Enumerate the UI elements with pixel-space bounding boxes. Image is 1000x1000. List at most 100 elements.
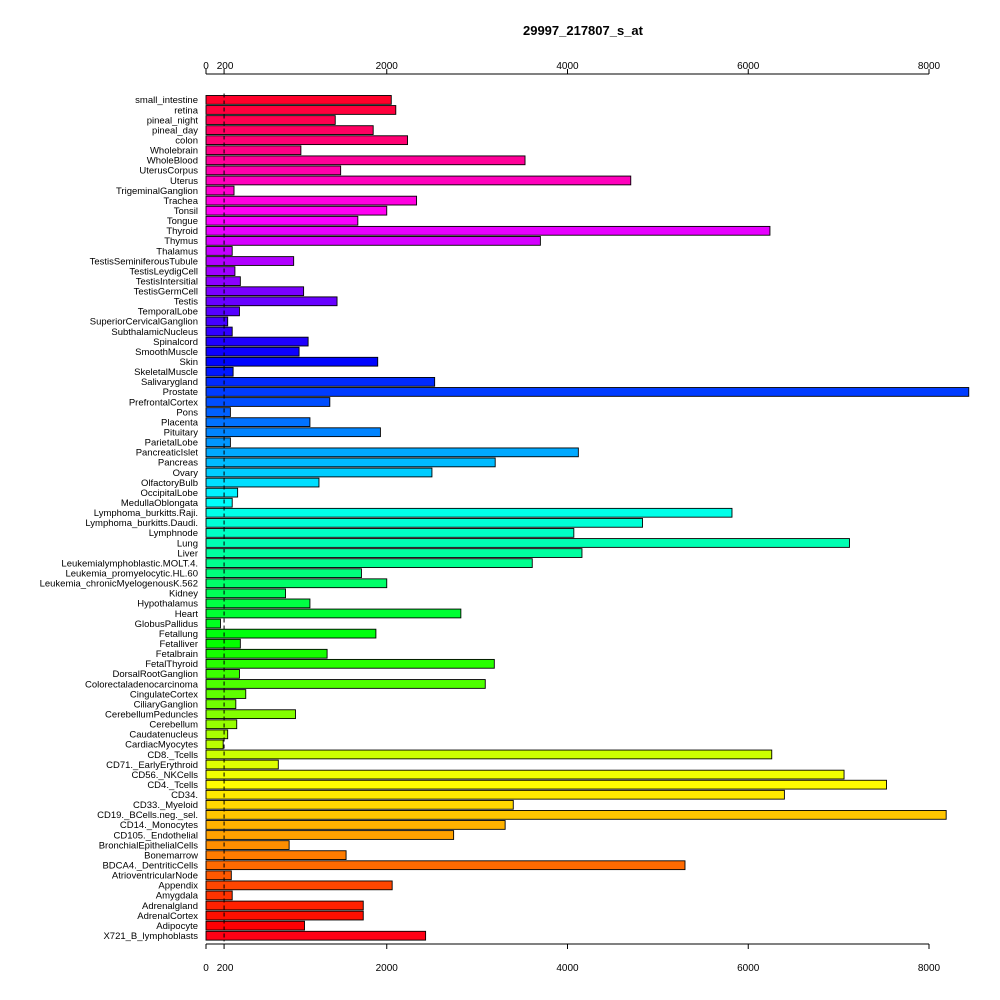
category-label: Colorectaladenocarcinoma (85, 679, 199, 690)
category-label: Amygdala (156, 891, 199, 902)
bar-BronchialEpithelialCells (205, 840, 290, 850)
x-tick-label: 8000 (918, 61, 941, 72)
bar-OccipitalLobe (205, 487, 239, 498)
bar-Colorectaladenocarcinoma (205, 679, 486, 689)
bar-Thyroid (205, 225, 771, 236)
category-label: Kidney (169, 589, 198, 600)
category-label: Lymphoma_burkitts.Raji. (94, 508, 198, 519)
category-label: pineal_night (147, 115, 199, 126)
category-label: TemporalLobe (138, 307, 198, 318)
bar-Testis (205, 296, 338, 307)
bar-DorsalRootGanglion (205, 669, 240, 679)
bar-colon (205, 135, 408, 146)
category-label: TestisGermCell (134, 287, 198, 298)
category-label: CardiacMyocytes (125, 740, 198, 751)
category-label: Testis (174, 297, 199, 308)
bar-SmoothMuscle (205, 346, 300, 357)
bar-SuperiorCervicalGanglion (205, 316, 229, 327)
bottom-x-axis: 0 200 2000 4000 6000 8000 (203, 943, 941, 974)
bar-Fetalliver (205, 638, 241, 649)
category-labels: small_intestineretinapineal_nightpineal_… (40, 95, 199, 942)
category-label: Uterus (170, 176, 198, 187)
bar-PancreaticIslet (205, 447, 579, 458)
bar-Fetallung (205, 628, 377, 639)
bar-small_intestine (205, 95, 392, 105)
category-label: Tonsil (174, 206, 198, 217)
bar-ParietalLobe (205, 437, 231, 448)
category-label: Thalamus (156, 246, 198, 257)
category-label: Wholebrain (150, 146, 198, 157)
category-label: Lymphoma_burkitts.Daudi. (85, 518, 198, 529)
category-label: AtrioventricularNode (112, 871, 198, 882)
category-label: Cerebellum (149, 720, 198, 731)
category-label: Skin (180, 357, 198, 368)
bar-Thalamus (205, 246, 233, 256)
bar-Lymphoma_burkitts.Raji. (205, 507, 733, 518)
category-label: SkeletalMuscle (134, 367, 198, 378)
category-label: Heart (175, 609, 199, 620)
bar-Leukemialymphoblastic.MOLT.4. (205, 558, 533, 568)
category-label: SuperiorCervicalGanglion (90, 317, 198, 328)
bar-CD19._BCells.neg._sel. (205, 810, 947, 820)
bar-UterusCorpus (205, 165, 342, 176)
bar-Heart (205, 608, 462, 619)
bar-Lung (205, 538, 850, 548)
bar-CardiacMyocytes (205, 739, 224, 750)
category-label: X721_B_lymphoblasts (103, 931, 198, 942)
category-label: Pituitary (164, 428, 199, 439)
bar-Thymus (205, 236, 541, 246)
x-tick-label: 2000 (376, 61, 399, 72)
category-label: FetalThyroid (145, 659, 198, 670)
bar-SkeletalMuscle (205, 366, 234, 377)
category-label: TrigeminalGanglion (116, 186, 198, 197)
bar-Placenta (205, 417, 311, 427)
bar-Appendix (205, 880, 393, 891)
bar-Liver (205, 548, 583, 558)
x-tick-label: 8000 (918, 963, 941, 974)
category-label: TestisSeminiferousTubule (90, 256, 198, 267)
bar-BDCA4._DentriticCells (205, 860, 686, 871)
category-label: BronchialEpithelialCells (99, 840, 199, 851)
bar-Fetalbrain (205, 648, 328, 659)
category-label: Leukemia_promyelocytic.HL.60 (65, 568, 198, 579)
category-label: Thymus (164, 236, 198, 247)
bar-Tonsil (205, 205, 388, 216)
bar-OlfactoryBulb (205, 477, 320, 488)
category-label: Appendix (158, 881, 198, 892)
category-label: SmoothMuscle (135, 347, 198, 358)
category-label: small_intestine (135, 95, 198, 106)
bar-CD4._Tcells (205, 779, 887, 790)
x-tick-label: 200 (217, 61, 234, 72)
bar-Pons (205, 407, 231, 417)
bar-Adrenalgland (205, 900, 364, 911)
bar-FetalThyroid (205, 658, 495, 669)
category-label: OccipitalLobe (140, 488, 198, 499)
bar-pineal_day (205, 125, 374, 135)
category-label: Salivarygland (141, 377, 198, 388)
category-label: Pancreas (158, 458, 198, 469)
x-tick-label: 4000 (556, 963, 579, 974)
bar-Pituitary (205, 427, 381, 438)
bar-series (205, 95, 970, 941)
bar-Skin (205, 356, 379, 367)
category-label: Lung (177, 538, 198, 549)
bar-CiliaryGanglion (205, 699, 237, 709)
category-label: CD71._EarlyErythroid (106, 760, 198, 771)
bar-CD56._NKCells (205, 769, 845, 780)
category-label: PancreaticIslet (136, 448, 199, 459)
top-x-axis: 0 200 2000 4000 6000 8000 (203, 61, 941, 75)
category-label: SubthalamicNucleus (111, 327, 198, 338)
bar-MedullaOblongata (205, 497, 233, 508)
category-label: Ovary (173, 468, 199, 479)
category-label: MedullaOblongata (121, 498, 199, 509)
bar-Leukemia_chronicMyelogenousK.562 (205, 578, 388, 589)
bar-Cerebellum (205, 719, 238, 730)
bar-TemporalLobe (205, 306, 240, 317)
category-label: DorsalRootGanglion (112, 669, 198, 680)
bar-Amygdala (205, 890, 233, 901)
category-label: CD14._Monocytes (120, 820, 198, 831)
bar-Salivarygland (205, 377, 436, 387)
bar-WholeBlood (205, 155, 526, 166)
category-label: Placenta (161, 417, 199, 428)
bar-Bonemarrow (205, 850, 347, 861)
